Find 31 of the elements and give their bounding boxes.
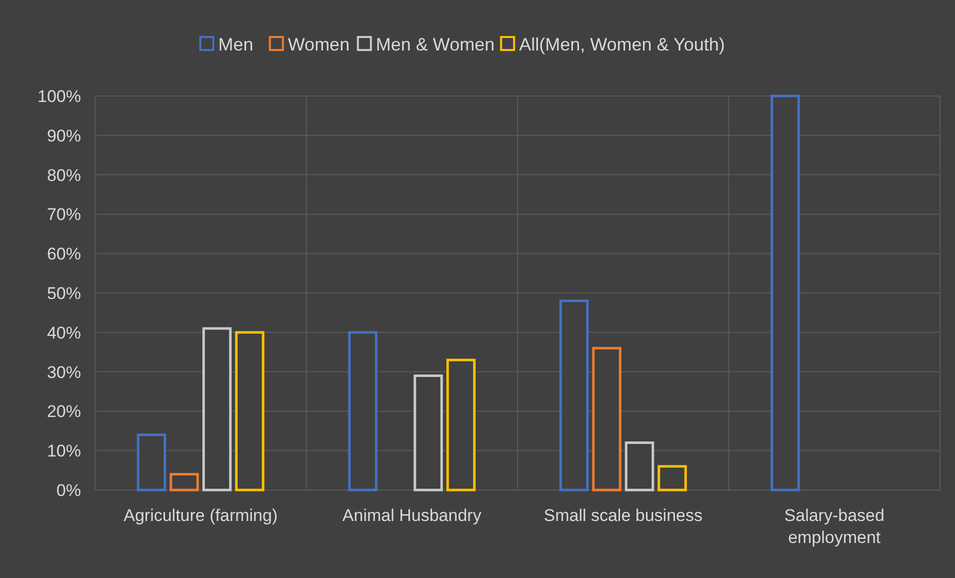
bar <box>770 94 800 492</box>
bar <box>658 465 687 492</box>
legend-label: Women <box>288 34 350 54</box>
bar <box>624 441 654 492</box>
x-tick-label: Agriculture (farming) <box>124 506 278 525</box>
bar <box>446 358 476 492</box>
bar <box>559 300 589 492</box>
legend-label: Men & Women <box>376 34 495 54</box>
bar <box>592 346 622 492</box>
bar <box>202 327 232 492</box>
legend-label: Men <box>218 34 254 54</box>
y-tick-label: 10% <box>46 442 81 461</box>
bar <box>235 331 264 492</box>
x-tick-label: Salary-based employment <box>784 506 884 547</box>
bar <box>348 331 378 492</box>
y-tick-label: 60% <box>46 244 81 264</box>
legend-label: All(Men, Women & Youth) <box>519 34 725 54</box>
y-tick-label: 90% <box>46 126 81 146</box>
y-tick-label: 100% <box>38 86 81 106</box>
x-tick-label: Animal Husbandry <box>342 506 482 525</box>
y-tick-label: 80% <box>46 166 81 185</box>
y-tick-label: 0% <box>56 480 81 500</box>
y-tick-label: 70% <box>46 205 81 224</box>
bar <box>170 472 199 492</box>
y-tick-label: 20% <box>46 402 81 422</box>
bar <box>414 374 443 492</box>
y-tick-label: 30% <box>46 362 81 382</box>
x-tick-label: Small scale business <box>544 506 702 525</box>
y-tick-label: 50% <box>46 284 81 303</box>
bar <box>136 434 166 492</box>
y-tick-label: 40% <box>46 323 81 342</box>
